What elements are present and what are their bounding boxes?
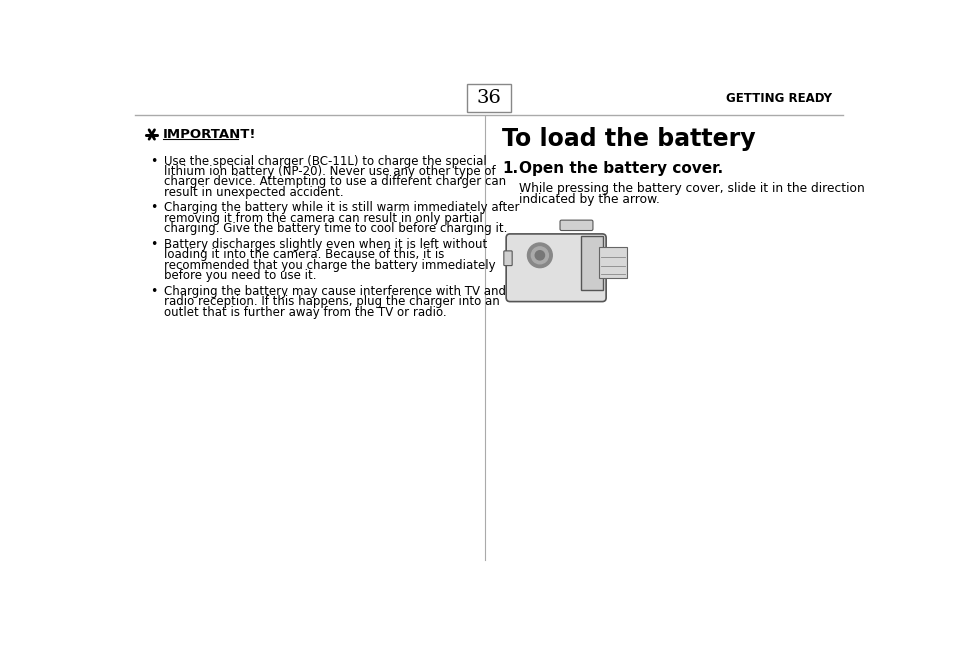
Text: outlet that is further away from the TV or radio.: outlet that is further away from the TV … [164, 306, 446, 319]
Text: lithium ion battery (NP-20). Never use any other type of: lithium ion battery (NP-20). Never use a… [164, 165, 496, 178]
FancyBboxPatch shape [559, 220, 593, 231]
Circle shape [535, 251, 544, 260]
Text: charger device. Attempting to use a different charger can: charger device. Attempting to use a diff… [164, 175, 506, 189]
Text: Charging the battery may cause interference with TV and: Charging the battery may cause interfere… [164, 285, 506, 298]
Text: Open the battery cover.: Open the battery cover. [518, 161, 722, 176]
Circle shape [531, 247, 548, 264]
Text: IMPORTANT!: IMPORTANT! [162, 128, 256, 141]
Text: •: • [151, 285, 157, 298]
Text: loading it into the camera. Because of this, it is: loading it into the camera. Because of t… [164, 249, 444, 262]
Text: radio reception. If this happens, plug the charger into an: radio reception. If this happens, plug t… [164, 295, 499, 308]
Text: 1.: 1. [501, 161, 517, 176]
FancyBboxPatch shape [467, 85, 510, 112]
Text: recommended that you charge the battery immediately: recommended that you charge the battery … [164, 259, 496, 272]
Text: To load the battery: To load the battery [501, 127, 755, 151]
Text: indicated by the arrow.: indicated by the arrow. [518, 193, 659, 206]
Text: While pressing the battery cover, slide it in the direction: While pressing the battery cover, slide … [518, 182, 864, 195]
Text: •: • [151, 154, 157, 167]
Circle shape [527, 243, 552, 267]
Text: 36: 36 [476, 89, 501, 107]
Text: GETTING READY: GETTING READY [725, 92, 831, 105]
Text: charging. Give the battery time to cool before charging it.: charging. Give the battery time to cool … [164, 222, 507, 235]
Text: •: • [151, 202, 157, 214]
Text: Battery discharges slightly even when it is left without: Battery discharges slightly even when it… [164, 238, 487, 251]
Text: before you need to use it.: before you need to use it. [164, 269, 316, 282]
FancyBboxPatch shape [506, 234, 605, 302]
Text: result in unexpected accident.: result in unexpected accident. [164, 185, 343, 199]
FancyBboxPatch shape [503, 251, 512, 266]
Text: removing it from the camera can result in only partial: removing it from the camera can result i… [164, 212, 482, 225]
FancyBboxPatch shape [598, 247, 627, 278]
Text: Use the special charger (BC-11L) to charge the special: Use the special charger (BC-11L) to char… [164, 154, 486, 167]
FancyBboxPatch shape [580, 236, 602, 290]
Text: Charging the battery while it is still warm immediately after: Charging the battery while it is still w… [164, 202, 519, 214]
Text: •: • [151, 238, 157, 251]
